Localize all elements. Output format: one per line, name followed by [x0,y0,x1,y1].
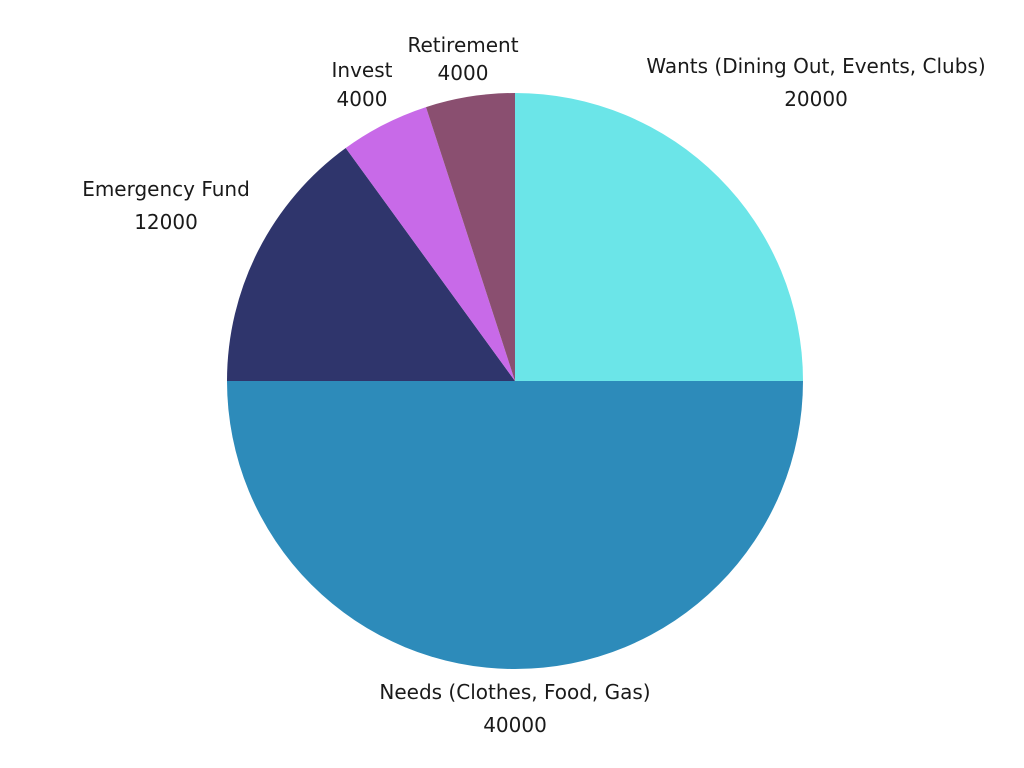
slice-value-label: 12000 [134,210,198,234]
slice-name-label: Emergency Fund [82,177,250,201]
pie-slices [227,93,803,669]
slice-value-label: 4000 [438,61,489,85]
slice-name-label: Retirement [407,33,518,57]
slice-value-label: 20000 [784,87,848,111]
slice-value-label: 40000 [483,713,547,737]
pie-slice-0 [515,93,803,381]
pie-labels: Wants (Dining Out, Events, Clubs) 20000 Ne… [82,33,985,737]
pie-slice-3 [345,107,515,381]
slice-name-label: Needs (Clothes, Food, Gas) [379,680,650,704]
slice-name-label: Invest [332,58,393,82]
pie-slice-4 [426,93,515,381]
slice-name-label: Wants (Dining Out, Events, Clubs) [646,54,985,78]
pie-slice-2 [227,148,515,381]
pie-slice-1 [227,381,803,669]
slice-value-label: 4000 [337,87,388,111]
